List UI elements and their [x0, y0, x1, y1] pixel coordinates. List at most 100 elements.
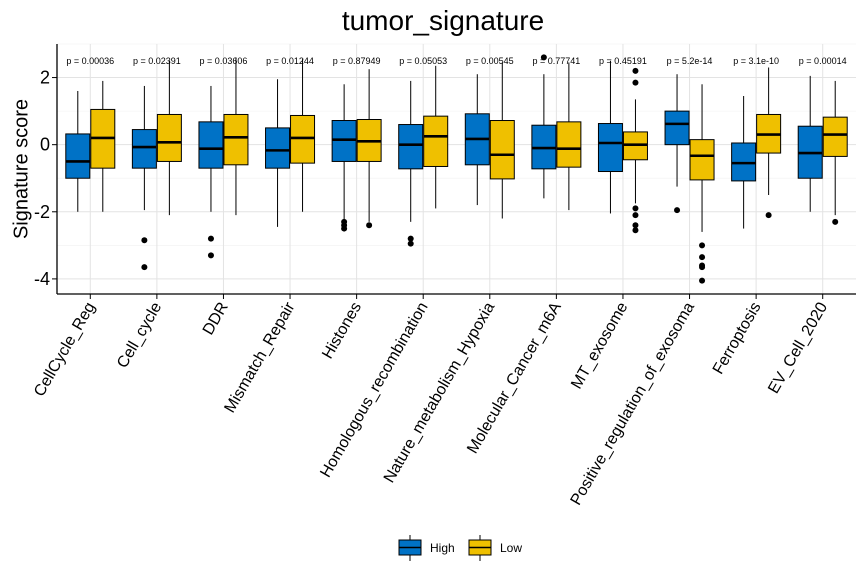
box-body: [597, 123, 623, 173]
box-body: [822, 116, 848, 157]
box-high-histones: [331, 84, 357, 232]
outlier-point: [632, 227, 639, 234]
box-low-ferroptosis: [756, 67, 782, 219]
pvalue-label: p = 0.00545: [466, 56, 514, 66]
x-tick-label: Ferroptosis: [710, 300, 765, 378]
box-body: [290, 114, 316, 164]
box-body: [65, 133, 91, 179]
box-high-mt-exosome: [597, 60, 623, 214]
outlier-point: [207, 235, 214, 242]
pvalue-label: p = 0.01244: [266, 56, 314, 66]
box-body: [556, 121, 582, 168]
box-low-cellcycle-reg: [90, 80, 116, 212]
pvalue-label: p = 0.00036: [66, 56, 114, 66]
outlier-point: [699, 242, 706, 249]
y-tick-label: -2: [34, 202, 50, 222]
outlier-point: [765, 212, 772, 219]
x-tick-label: Nature_metabolism_Hypoxia: [381, 299, 498, 485]
box-low-cell-cycle: [156, 60, 182, 216]
box-body: [198, 121, 224, 169]
y-tick-label: -4: [34, 269, 50, 289]
outlier-point: [407, 240, 414, 247]
box-low-nature-metabolism-hypoxia: [489, 62, 515, 219]
pvalue-label: p = 3.1e-10: [733, 56, 779, 66]
x-tick-label: Mismatch_Repair: [222, 299, 299, 416]
pvalue-label: p = 0.00014: [799, 56, 847, 66]
box-low-molecular-cancer-m6a: [556, 62, 582, 211]
box-low-histones: [356, 69, 382, 229]
box-high-nature-metabolism-hypoxia: [464, 74, 490, 206]
box-high-ddr: [198, 85, 224, 259]
box-low-ev-cell-2020: [822, 80, 848, 225]
pvalue-label: p = 0.77741: [532, 56, 580, 66]
box-body: [423, 115, 449, 167]
outlier-point: [141, 237, 148, 244]
box-body: [489, 120, 515, 180]
outlier-point: [632, 205, 639, 212]
boxes: [65, 54, 848, 284]
outlier-point: [207, 252, 214, 259]
outlier-point: [632, 212, 639, 219]
box-high-positive-regulation-of-exosoma: [664, 74, 690, 214]
outlier-point: [632, 79, 639, 86]
box-body: [131, 129, 157, 169]
x-tick-label: DDR: [200, 300, 232, 339]
chart-title: tumor_signature: [342, 5, 544, 36]
outlier-point: [699, 277, 706, 284]
outlier-point: [540, 54, 547, 61]
pvalue-label: p = 0.03606: [200, 56, 248, 66]
legend-label: Low: [500, 541, 522, 555]
outlier-point: [366, 222, 373, 229]
pvalue-label: p = 0.45191: [599, 56, 647, 66]
pvalue-label: p = 0.02391: [133, 56, 181, 66]
legend: High Low: [398, 535, 522, 561]
pvalue-label: p = 0.87949: [333, 56, 381, 66]
legend-item-high: High: [398, 535, 455, 561]
x-tick-label: MT_exosome: [568, 299, 631, 392]
box-low-homologous-recombination: [423, 65, 449, 209]
outlier-point: [341, 225, 348, 232]
box-high-mismatch-repair: [265, 79, 291, 227]
pvalue-label: p = 5.2e-14: [667, 56, 713, 66]
box-body: [265, 127, 291, 169]
y-tick-label: 2: [40, 68, 50, 88]
box-low-ddr: [223, 57, 249, 216]
box-high-molecular-cancer-m6a: [531, 54, 557, 199]
x-tick-label: Histones: [319, 300, 365, 362]
axes: -4 -2 0 2: [34, 44, 856, 299]
box-high-cellcycle-reg: [65, 90, 91, 212]
y-tick-label: 0: [40, 135, 50, 155]
pvalue-labels: p = 0.00036 p = 0.02391 p = 0.03606 p = 0.0…: [66, 56, 846, 66]
x-tick-label: Cell_cycle: [114, 299, 165, 371]
outlier-point: [832, 218, 839, 225]
x-tick-label: CellCycle_Reg: [31, 300, 99, 400]
box-high-ferroptosis: [731, 96, 757, 229]
outlier-point: [674, 207, 681, 214]
box-body: [156, 113, 182, 162]
x-tick-label: EV_Cell_2020: [765, 299, 831, 396]
box-body: [398, 124, 424, 170]
box-high-ev-cell-2020: [797, 75, 823, 212]
box-low-positive-regulation-of-exosoma: [689, 84, 715, 284]
box-body: [331, 120, 357, 162]
outlier-point: [632, 67, 639, 74]
box-body: [689, 139, 715, 181]
outlier-point: [699, 254, 706, 261]
box-body: [223, 113, 249, 166]
x-tick-label: Positive_regulation_of_exosoma: [568, 299, 698, 508]
box-high-cell-cycle: [131, 85, 157, 271]
pvalue-label: p = 0.05053: [399, 56, 447, 66]
legend-label: High: [430, 541, 455, 555]
outlier-point: [632, 222, 639, 229]
x-tick-labels: CellCycle_Reg Cell_cycle DDRMismatch_Repai…: [31, 299, 831, 508]
outlier-point: [141, 264, 148, 271]
box-low-mismatch-repair: [290, 59, 316, 212]
y-axis-label: Signature score: [10, 99, 32, 239]
legend-item-low: Low: [468, 535, 522, 561]
outlier-point: [699, 264, 706, 271]
box-low-mt-exosome: [622, 67, 648, 234]
box-high-homologous-recombination: [398, 80, 424, 247]
box-body: [664, 110, 690, 146]
outlier-point: [407, 235, 414, 242]
